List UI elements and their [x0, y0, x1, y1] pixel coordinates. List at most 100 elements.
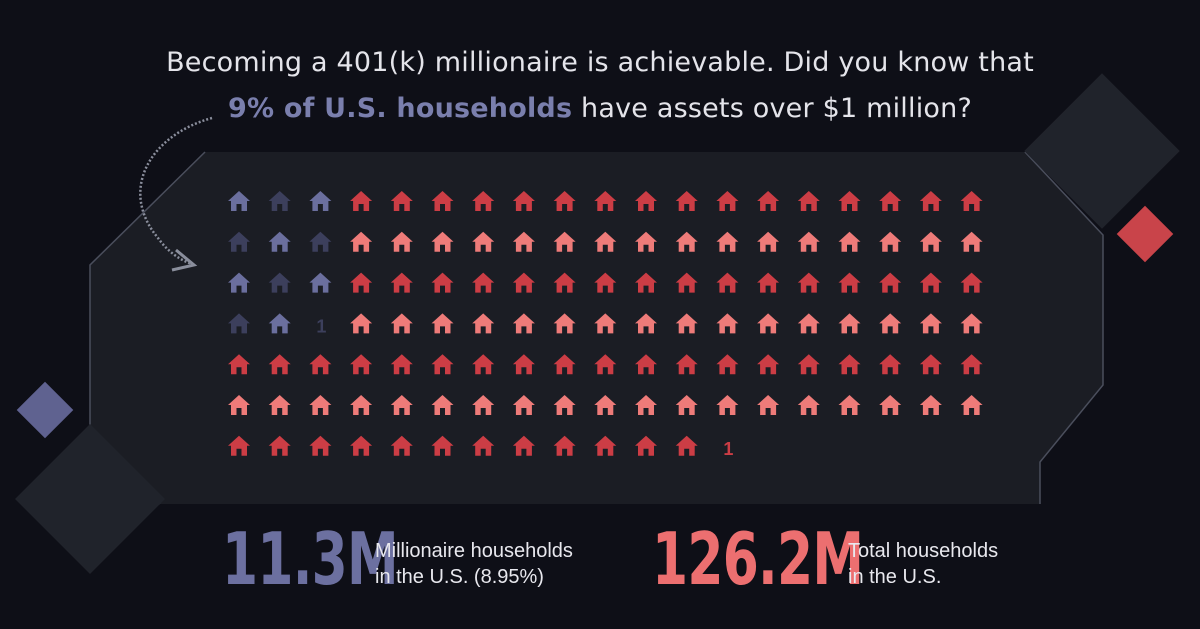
house-icon	[594, 435, 617, 456]
house-icon	[350, 395, 373, 415]
house-icon	[268, 354, 291, 375]
house-icon	[879, 231, 902, 252]
house-icon	[919, 231, 942, 252]
house-icon	[919, 395, 942, 415]
house-icon	[309, 191, 332, 211]
millionaire-households-value: 11.3M	[222, 517, 399, 601]
house-icon	[594, 354, 617, 375]
house-icon	[797, 191, 820, 211]
house-icon	[838, 191, 861, 211]
house-icon	[716, 354, 739, 375]
house-icon	[390, 272, 413, 293]
house-icon	[309, 395, 332, 415]
house-icon	[512, 354, 535, 375]
house-icon	[512, 395, 535, 415]
house-icon	[512, 231, 535, 252]
house-icon	[228, 354, 250, 375]
house-icon	[390, 191, 413, 211]
house-icon	[879, 191, 902, 211]
house-icon	[675, 435, 698, 456]
house-icon	[594, 272, 617, 293]
house-icon	[268, 191, 291, 211]
house-icon	[635, 395, 657, 415]
house-icon	[716, 395, 739, 415]
headline-line-2: 9% of U.S. households have assets over $…	[0, 86, 1200, 132]
house-icon	[594, 395, 617, 415]
house-icon	[675, 191, 698, 211]
house-icon	[390, 435, 413, 456]
house-icon	[879, 395, 902, 415]
house-icon	[431, 435, 454, 456]
house-icon	[594, 191, 617, 211]
house-icon	[390, 354, 413, 375]
house-icon	[675, 272, 698, 293]
house-icon	[309, 435, 332, 456]
house-icon	[635, 191, 657, 211]
house-icon	[797, 231, 820, 252]
house-icon	[757, 313, 780, 334]
house-icon	[350, 231, 373, 252]
house-icon	[431, 191, 454, 211]
house-icon	[716, 272, 739, 293]
house-icon	[228, 231, 250, 252]
total-label-line-1: Total households	[848, 540, 999, 562]
house-icon	[879, 272, 902, 293]
house-icon	[553, 231, 576, 252]
house-icon	[838, 395, 861, 415]
house-icon	[919, 313, 942, 334]
house-icon	[390, 313, 413, 334]
house-icon	[594, 313, 617, 334]
house-icon	[431, 313, 454, 334]
house-icon	[635, 354, 657, 375]
house-icon	[309, 272, 332, 293]
house-icon	[553, 313, 576, 334]
house-icon	[228, 313, 250, 334]
millionaire-label-line-2: in the U.S. (8.95%)	[375, 566, 544, 588]
house-icon	[431, 354, 454, 375]
house-icon	[675, 354, 698, 375]
house-icon	[594, 231, 617, 252]
house-icon	[350, 272, 373, 293]
diamond-top-right	[1024, 73, 1180, 229]
house-icon	[635, 435, 657, 456]
house-icon	[350, 435, 373, 456]
house-icon	[716, 191, 739, 211]
millionaire-households-label: Millionaire households in the U.S. (8.95…	[375, 538, 573, 590]
house-icon	[675, 231, 698, 252]
house-icon	[268, 435, 291, 456]
house-icon	[553, 354, 576, 375]
house-icon	[838, 354, 861, 375]
house-icon	[553, 435, 576, 456]
house-icon	[757, 191, 780, 211]
headline: Becoming a 401(k) millionaire is achieva…	[0, 40, 1200, 132]
house-icon	[716, 313, 739, 334]
house-icon	[472, 272, 495, 293]
house-icon	[431, 272, 454, 293]
house-icon	[635, 313, 657, 334]
house-icon	[960, 313, 983, 334]
total-households-label: Total households in the U.S.	[848, 538, 998, 590]
total-households-value: 126.2M	[652, 517, 864, 601]
house-icon	[228, 191, 250, 211]
house-icon	[960, 231, 983, 252]
diamond-red	[1116, 205, 1174, 263]
house-icon	[838, 231, 861, 252]
house-icon	[553, 272, 576, 293]
house-icon	[879, 354, 902, 375]
headline-rest: have assets over $1 million?	[572, 93, 972, 124]
house-icon	[431, 395, 454, 415]
house-icon	[675, 395, 698, 415]
house-icon	[512, 191, 535, 211]
house-icon	[960, 395, 983, 415]
house-icon	[757, 272, 780, 293]
arrowhead-icon	[171, 248, 198, 272]
house-icon	[960, 354, 983, 375]
house-icon	[390, 395, 413, 415]
house-icon	[472, 191, 495, 211]
house-icon	[512, 435, 535, 456]
house-icon	[553, 395, 576, 415]
house-icon	[309, 231, 332, 252]
house-icon	[390, 231, 413, 252]
house-icon	[309, 354, 332, 375]
